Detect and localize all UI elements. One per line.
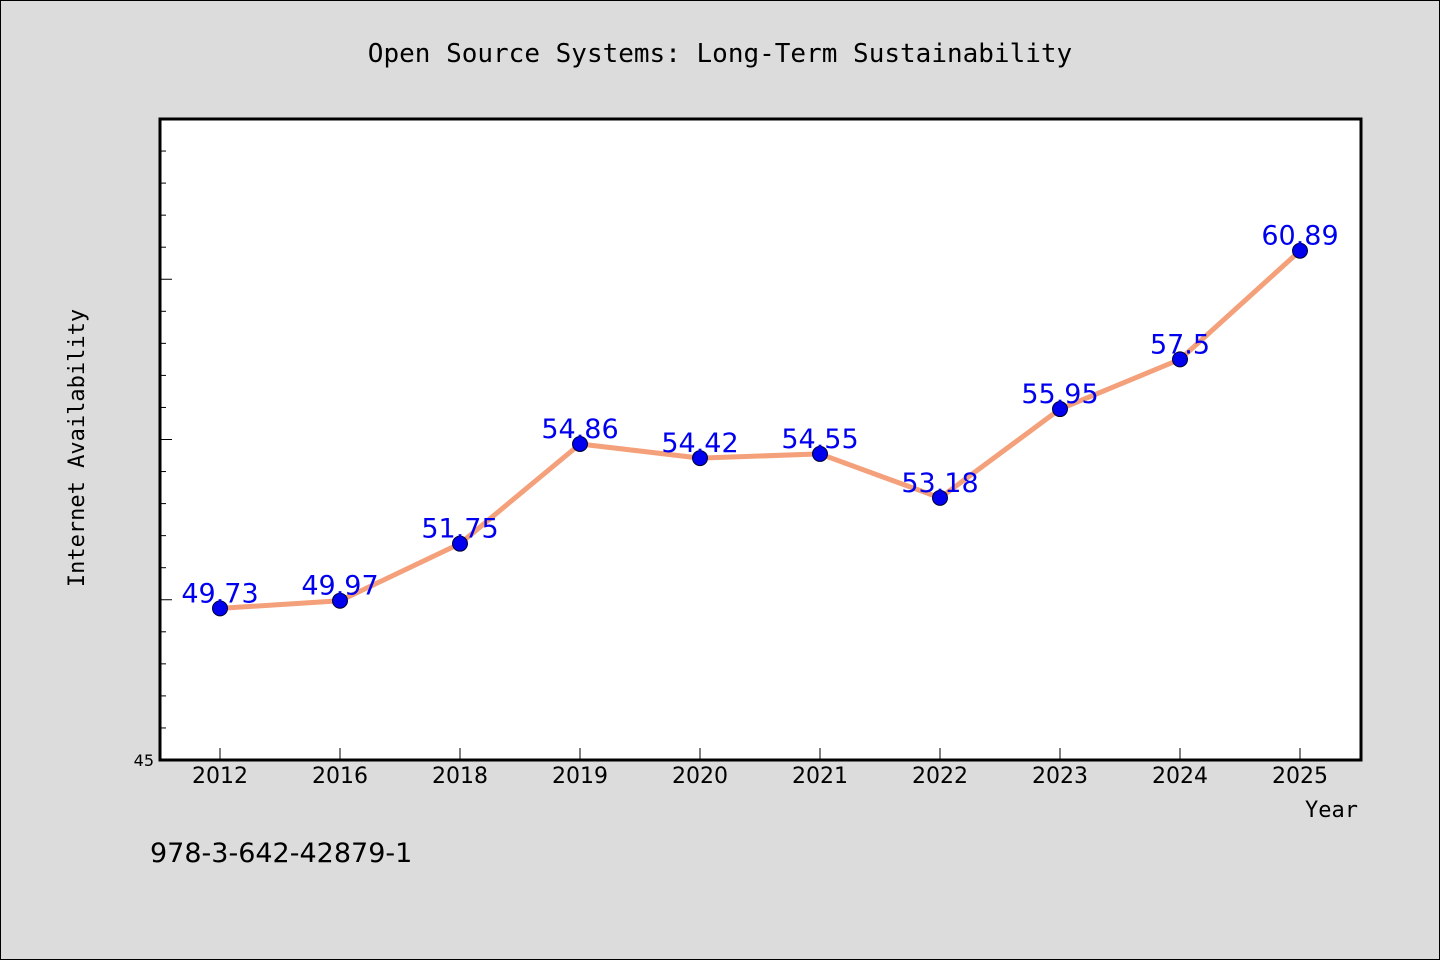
x-tick-label: 2024 <box>1152 764 1208 789</box>
data-point-marker <box>1052 401 1068 418</box>
x-tick-label: 2018 <box>432 764 488 789</box>
series-line <box>217 248 1303 611</box>
isbn-text: 978-3-642-42879-1 <box>150 838 412 869</box>
y-axis-label: Internet Availability <box>65 309 90 587</box>
series-markers <box>212 242 1308 617</box>
data-point-marker <box>692 450 708 467</box>
y-tick-label: 45 <box>134 751 154 770</box>
data-label: 54.42 <box>661 428 738 459</box>
data-labels: 49.73 49.97 51.75 54.86 54.42 54.55 53.18 55.95… <box>181 221 1338 610</box>
data-point-marker <box>1172 351 1188 368</box>
x-tick-label: 2012 <box>192 764 248 789</box>
data-point-marker <box>932 489 948 506</box>
x-tick-label: 2025 <box>1272 764 1328 789</box>
plot-border <box>158 117 1363 762</box>
x-tick-label: 2020 <box>672 764 728 789</box>
data-label: 60.89 <box>1261 221 1338 252</box>
x-axis-label: Year <box>1305 798 1358 823</box>
x-tick-label: 2021 <box>792 764 848 789</box>
x-tick-label: 2022 <box>912 764 968 789</box>
data-point-marker <box>452 535 468 552</box>
x-tick-label: 2019 <box>552 764 608 789</box>
data-point-marker <box>812 445 828 462</box>
data-label: 53.18 <box>901 468 978 499</box>
data-point-marker <box>212 600 228 617</box>
data-point-marker <box>572 435 588 452</box>
data-point-marker <box>332 592 348 609</box>
data-label: 51.75 <box>421 514 498 545</box>
data-label: 54.86 <box>541 414 618 445</box>
data-label: 55.95 <box>1021 379 1098 410</box>
data-label: 54.55 <box>781 424 858 455</box>
data-point-marker <box>1292 242 1308 259</box>
chart-title: Open Source Systems: Long-Term Sustainab… <box>368 39 1072 69</box>
plot-area <box>160 119 1361 760</box>
x-tick-label: 2023 <box>1032 764 1088 789</box>
data-label: 49.97 <box>301 571 378 602</box>
x-tick-label: 2016 <box>312 764 368 789</box>
x-axis-ticks: 2012 2016 2018 2019 2020 2021 2022 2023 2024 2025 <box>192 748 1328 789</box>
data-label: 57.5 <box>1150 329 1210 360</box>
data-label: 49.73 <box>181 578 258 609</box>
